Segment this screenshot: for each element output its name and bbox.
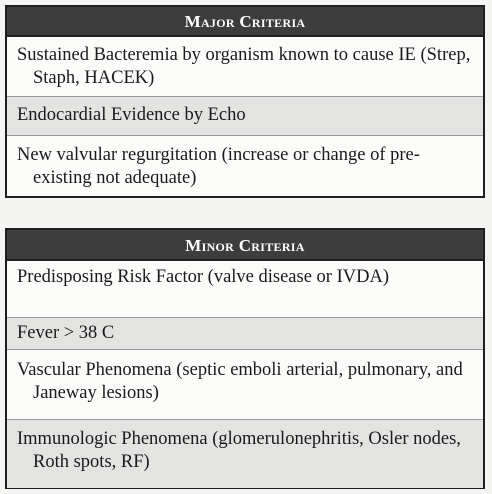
major-criteria-table: Major Criteria Sustained Bacteremia by o… <box>5 5 485 198</box>
major-criteria-row: Sustained Bacteremia by organism known t… <box>7 37 483 97</box>
minor-criteria-header: Minor Criteria <box>7 230 483 261</box>
minor-criteria-row: Vascular Phenomena (septic emboli arteri… <box>7 350 483 420</box>
minor-criteria-row: Fever > 38 C <box>7 318 483 350</box>
minor-criteria-row: Immunologic Phenomena (glomerulonephriti… <box>7 420 483 488</box>
minor-criteria-table: Minor Criteria Predisposing Risk Factor … <box>5 228 485 489</box>
major-criteria-row: Endocardial Evidence by Echo <box>7 97 483 136</box>
major-criteria-header: Major Criteria <box>7 7 483 37</box>
minor-criteria-row: Predisposing Risk Factor (valve disease … <box>7 261 483 318</box>
major-criteria-row: New valvular regurgitation (increase or … <box>17 145 420 188</box>
